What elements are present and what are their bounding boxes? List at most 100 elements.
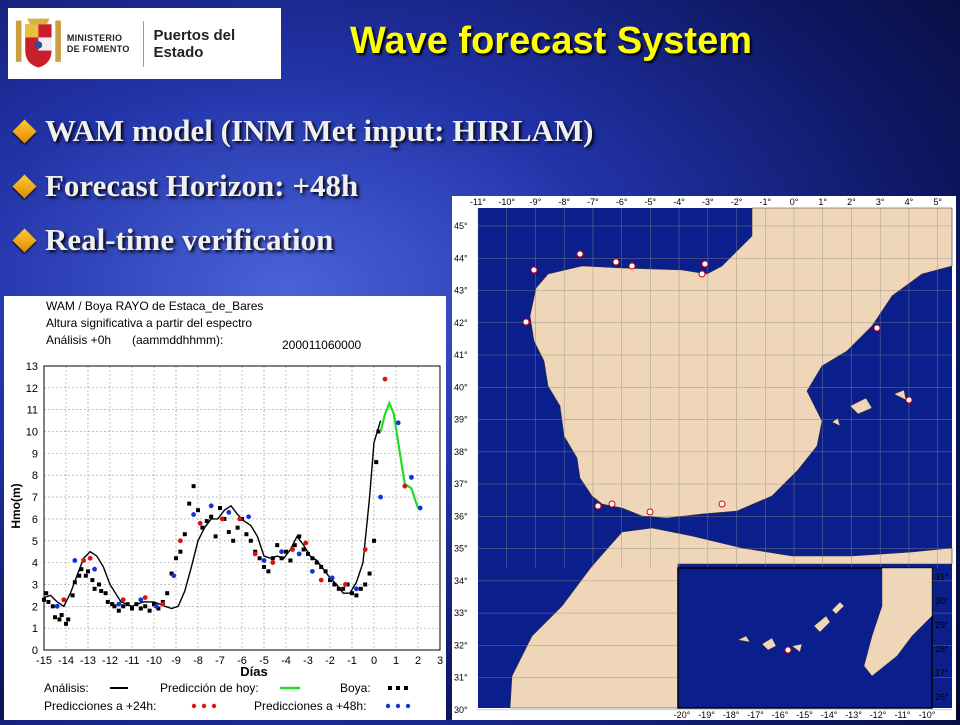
buoy-marker [698, 270, 706, 278]
map-lat-label: 41° [454, 350, 468, 360]
bullet-text: Real-time verification [45, 222, 334, 257]
x-tick-label: -13 [80, 655, 96, 667]
p24-point [402, 483, 408, 489]
map-lon-label: -7° [587, 197, 599, 207]
y-tick-label: 6 [32, 514, 38, 526]
p24-point [87, 555, 93, 561]
inset-lon-label: -13° [845, 710, 862, 720]
p48-point [409, 475, 414, 480]
buoy-point [92, 586, 97, 591]
buoy-point [97, 582, 101, 587]
buoy-point [110, 602, 115, 607]
map-lon-label: -5° [645, 197, 657, 207]
ministry-logo-text: MINISTERIO DE FOMENTO [66, 32, 130, 54]
p24-point [343, 582, 348, 587]
inset-lon-label: -15° [796, 710, 813, 720]
buoy-point [284, 549, 288, 554]
buoy-point [306, 551, 310, 556]
buoy-point [147, 608, 152, 613]
buoy-point [165, 591, 170, 596]
map-lon-label: -8° [558, 197, 570, 207]
buoy-point [275, 543, 280, 548]
y-tick-label: 1 [32, 623, 38, 635]
map-lat-label: 39° [454, 415, 468, 425]
x-tick-label: -1 [347, 655, 357, 667]
map-lat-label: 42° [454, 318, 468, 328]
buoy-point [59, 613, 64, 618]
p48-point [354, 586, 359, 592]
p24-point [303, 540, 309, 546]
p24-point [290, 547, 295, 552]
buoy-point [363, 582, 368, 587]
analysis-label: Análisis +0h [46, 333, 111, 347]
buoy-point [112, 604, 117, 609]
map-lon-label: 4° [905, 197, 914, 207]
buoy-point [44, 591, 49, 596]
buoy-point [50, 604, 55, 609]
p48-point [261, 558, 267, 563]
buoy-point [83, 573, 88, 578]
buoy-point [169, 571, 174, 576]
p24-point [270, 560, 276, 566]
p24-point [318, 577, 324, 583]
inset-lat-label: 29° [935, 620, 949, 630]
legend-p24-swatch [191, 703, 217, 709]
buoy-point [182, 532, 187, 537]
buoy-point [121, 604, 126, 609]
p48-point [417, 505, 423, 511]
map-lat-label: 32° [454, 640, 468, 650]
legend-p48-label: Predicciones a +48h: [254, 699, 366, 713]
map-lon-label: -9° [530, 197, 542, 207]
buoy-point [328, 578, 332, 583]
y-tick-label: 0 [32, 645, 38, 657]
africa-land [509, 527, 953, 709]
buoy-point [130, 606, 134, 611]
x-tick-label: -3 [303, 655, 313, 667]
agency-logo-text: Puertos del Estado [153, 26, 236, 61]
inset-lon-label: -17° [747, 710, 764, 720]
inset-lon-label: -18° [723, 710, 740, 720]
x-tick-label: -15 [36, 655, 52, 667]
canary-inset [677, 567, 933, 709]
buoy-point [64, 621, 68, 626]
p24-point [81, 558, 86, 563]
inset-lon-label: -10° [919, 710, 936, 720]
map-lon-label: -10° [498, 197, 515, 207]
legend-buoy-label: Boya: [340, 681, 371, 695]
x-tick-label: 1 [393, 655, 399, 667]
inset-lon-label: -16° [772, 710, 789, 720]
p48-point [329, 575, 335, 581]
buoy-point [226, 530, 231, 535]
x-tick-label: -12 [102, 655, 118, 667]
buoy-point [358, 586, 363, 591]
y-tick-label: 10 [26, 427, 38, 439]
p24-point [237, 516, 243, 522]
map-lon-label: -4° [673, 197, 685, 207]
map-lat-label: 44° [454, 253, 468, 263]
buoy-marker [784, 646, 792, 654]
buoy-point [367, 571, 372, 576]
legend-buoy-swatch [388, 686, 408, 690]
p48-point [72, 558, 78, 563]
map-lon-label: -3° [702, 197, 714, 207]
inset-lat-label: 31° [935, 572, 949, 582]
x-tick-label: -4 [281, 655, 291, 667]
iberia-land [529, 207, 953, 519]
p24-point [120, 597, 126, 603]
buoy-point [244, 532, 249, 537]
map-lat-label: 36° [454, 511, 468, 521]
buoy-point [152, 602, 156, 607]
p24-point [252, 551, 258, 557]
map-lat-label: 34° [454, 576, 468, 586]
map-lon-label: 1° [818, 197, 827, 207]
x-tick-label: -6 [237, 655, 247, 667]
inset-lat-label: 26° [935, 692, 949, 702]
y-tick-label: 2 [32, 601, 38, 613]
map-lat-label: 30° [454, 705, 468, 715]
p48-point [208, 503, 214, 509]
p48-point [116, 601, 122, 607]
buoy-point [103, 591, 108, 596]
buoy-point [209, 514, 214, 519]
y-axis-label: Hmo(m) [9, 483, 23, 528]
y-tick-label: 9 [32, 448, 38, 460]
